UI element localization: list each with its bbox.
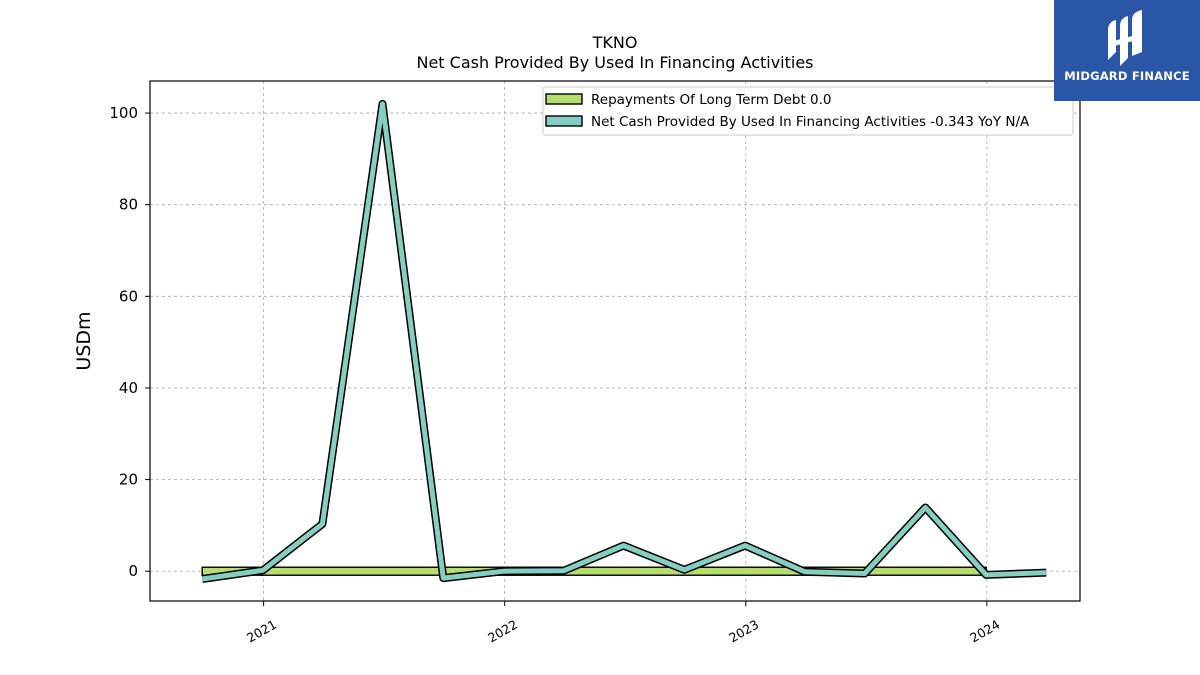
y-axis: 0 20 40 60 80 100 [109, 104, 150, 580]
legend-box [542, 86, 1074, 136]
y-axis-label: USDm [73, 311, 95, 370]
chart-subtitle: Net Cash Provided By Used In Financing A… [416, 53, 813, 72]
legend-label-net-cash: Net Cash Provided By Used In Financing A… [591, 114, 1030, 130]
legend-label-repayments: Repayments Of Long Term Debt 0.0 [591, 92, 832, 108]
net-cash-line [201, 101, 1047, 582]
x-axis: 2021 2022 2023 2024 [244, 601, 1002, 646]
legend-swatch-net-cash [545, 115, 583, 127]
midgard-finance-logo: MIDGARD FINANCE [1054, 0, 1200, 101]
line-series [201, 99, 1047, 583]
x-tick-label: 2024 [967, 617, 1002, 646]
y-tick-label: 0 [128, 562, 138, 580]
y-tick-label: 60 [119, 287, 138, 305]
legend-swatch-repayments [545, 93, 583, 105]
logo-text: MIDGARD FINANCE [1064, 69, 1190, 83]
y-tick-label: 100 [109, 104, 138, 122]
y-tick-label: 40 [119, 379, 138, 397]
chart-title: TKNO [592, 33, 638, 52]
plot-frame [149, 80, 1081, 602]
y-tick-label: 20 [119, 471, 138, 489]
x-tick-label: 2022 [485, 617, 520, 646]
legend: Repayments Of Long Term Debt 0.0 Net Cas… [542, 86, 1074, 136]
net-cash-line-outline [201, 99, 1047, 583]
x-tick-label: 2021 [244, 617, 279, 646]
logo-mark-icon [1108, 10, 1142, 66]
y-tick-label: 80 [119, 196, 138, 214]
x-tick-label: 2023 [726, 617, 761, 646]
